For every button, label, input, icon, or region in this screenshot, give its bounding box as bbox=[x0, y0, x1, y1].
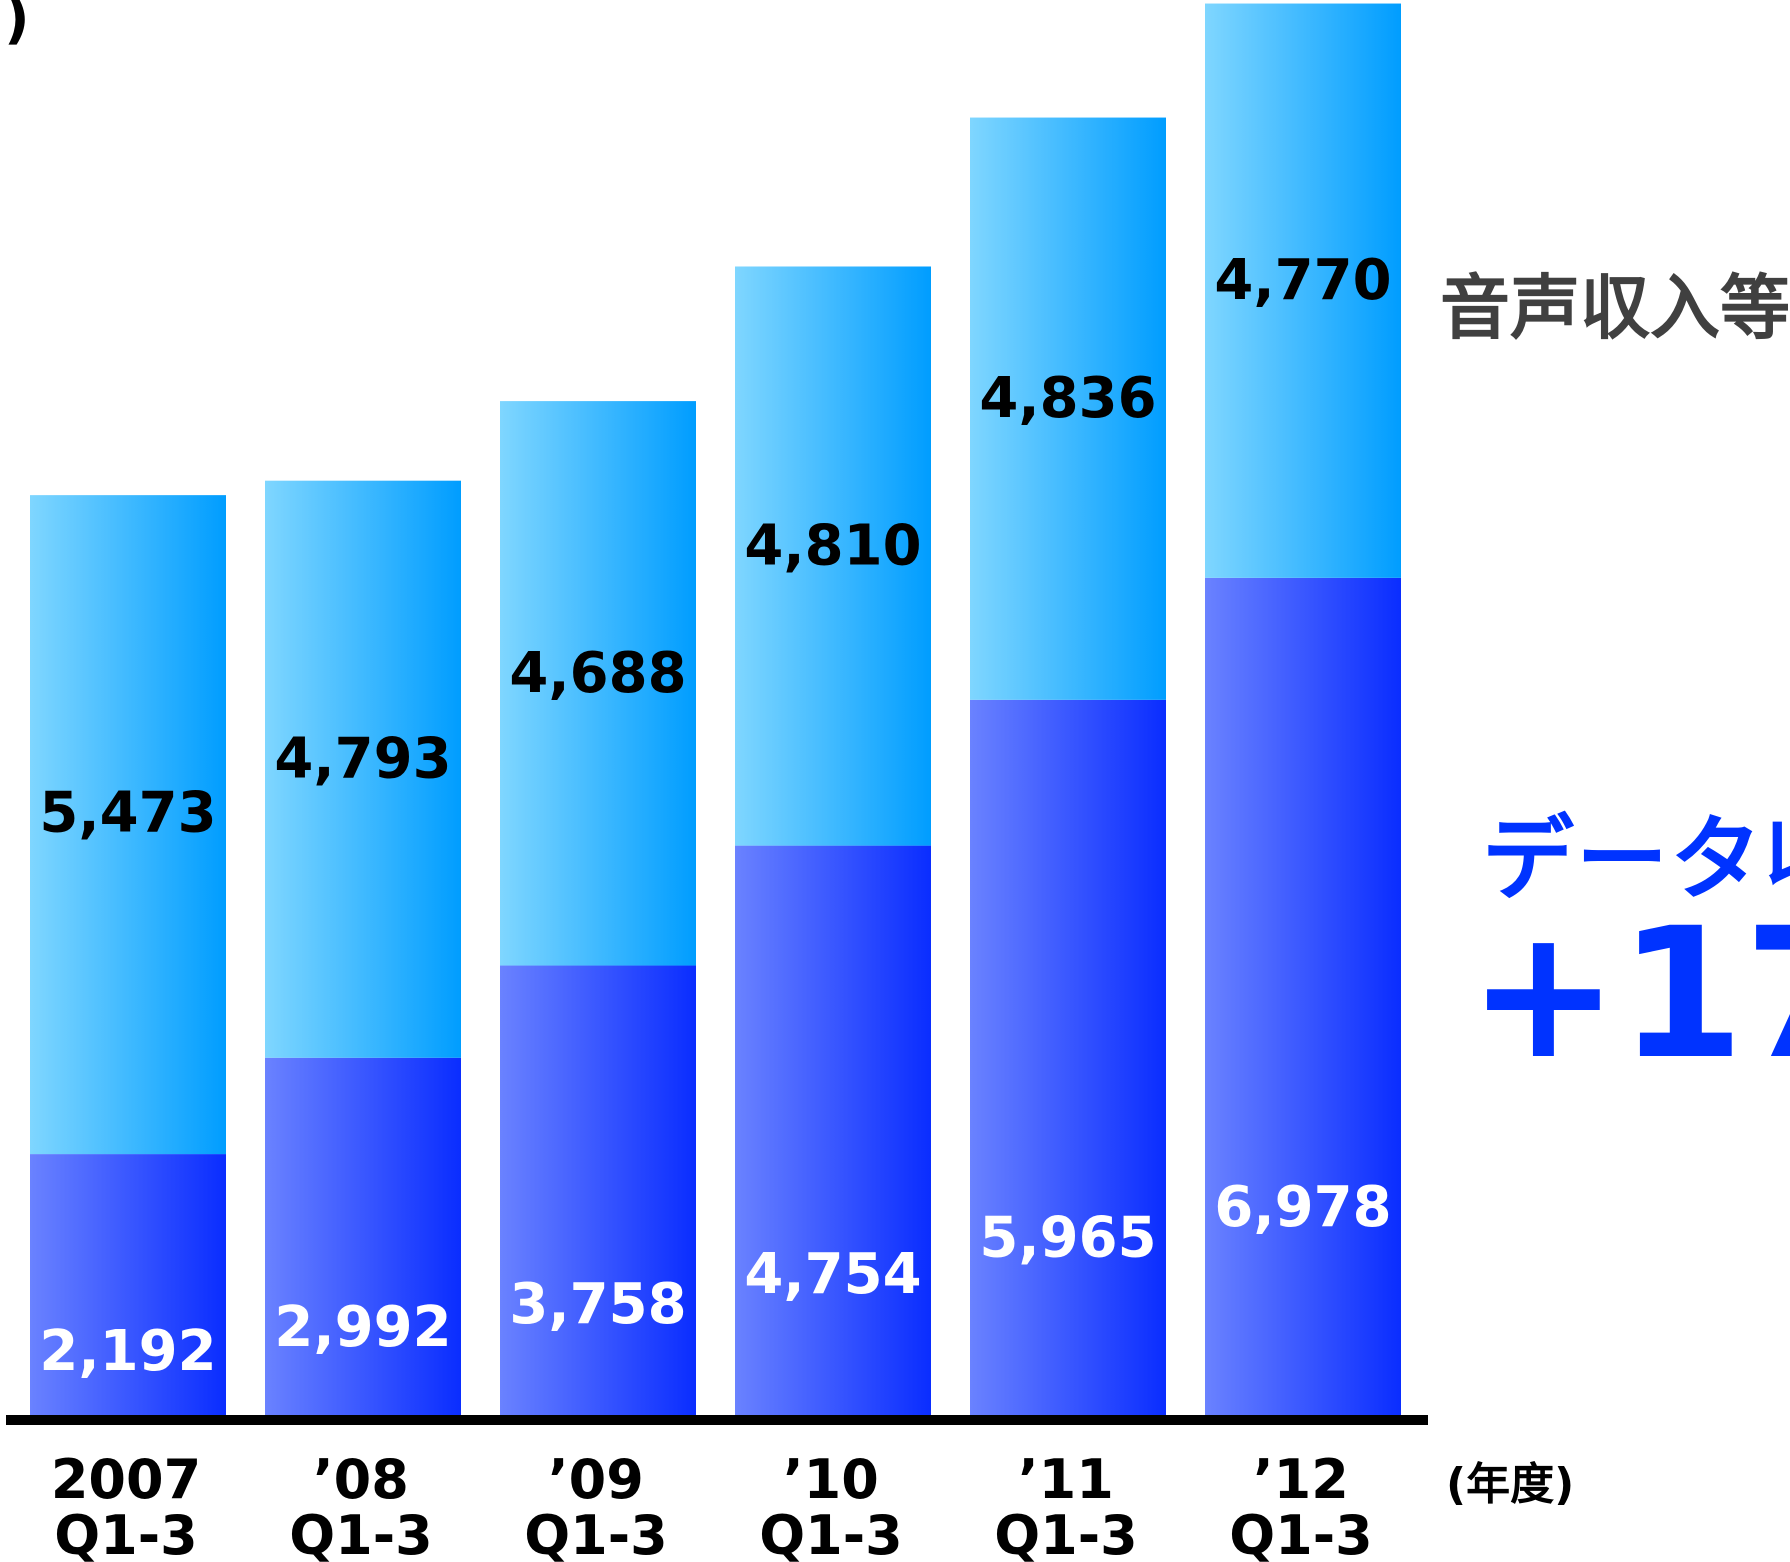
x-axis-unit-label: (年度) bbox=[1446, 1459, 1575, 1510]
bar-segment-s1-c5 bbox=[1205, 3, 1401, 578]
bar-segment-s1-c0 bbox=[30, 495, 226, 1155]
x-tick-label-c4-line1: Q1-3 bbox=[994, 1504, 1137, 1562]
voice-revenue-series-label: 音声収入等 bbox=[1440, 267, 1790, 349]
x-tick-label-c2-line1: Q1-3 bbox=[524, 1504, 667, 1562]
x-tick-label-c5-line0: ’12 bbox=[1253, 1448, 1349, 1511]
bar-segment-s1-c3 bbox=[735, 266, 931, 846]
bar-segment-s0-c0 bbox=[30, 1154, 226, 1418]
data-revenue-growth-fragment: +17 bbox=[1468, 890, 1790, 1099]
x-tick-label-c1-line1: Q1-3 bbox=[289, 1504, 432, 1562]
x-tick-label-c3-line1: Q1-3 bbox=[759, 1504, 902, 1562]
bar-segment-s0-c2 bbox=[500, 965, 696, 1418]
unit-paren-fragment: ) bbox=[4, 0, 30, 51]
data-label-s1-c2: 4,688 bbox=[509, 641, 686, 706]
bar-segment-s0-c4 bbox=[970, 699, 1166, 1418]
bar-segment-s0-c5 bbox=[1205, 577, 1401, 1418]
x-tick-label-c2-line0: ’09 bbox=[548, 1448, 644, 1511]
x-tick-label-c3-line0: ’10 bbox=[783, 1448, 879, 1511]
x-tick-label-c4-line0: ’11 bbox=[1018, 1448, 1114, 1511]
data-revenue-label-fragment: データ収 bbox=[1482, 806, 1790, 913]
data-label-s0-c3: 4,754 bbox=[744, 1242, 921, 1307]
bar-segment-s0-c1 bbox=[265, 1057, 461, 1418]
data-label-s1-c5: 4,770 bbox=[1214, 248, 1391, 313]
bar-segment-s1-c4 bbox=[970, 117, 1166, 700]
data-label-s1-c3: 4,810 bbox=[744, 513, 921, 578]
data-label-s1-c0: 5,473 bbox=[39, 780, 216, 845]
bar-segment-s1-c2 bbox=[500, 401, 696, 966]
data-label-s1-c4: 4,836 bbox=[979, 366, 1156, 431]
data-label-s0-c4: 5,965 bbox=[979, 1205, 1156, 1270]
data-label-s0-c1: 2,992 bbox=[274, 1295, 451, 1360]
data-label-s0-c5: 6,978 bbox=[1214, 1175, 1391, 1240]
x-tick-label-c1-line0: ’08 bbox=[313, 1448, 409, 1511]
x-tick-label-c0-line0: 2007 bbox=[51, 1448, 201, 1511]
bar-segment-s1-c1 bbox=[265, 480, 461, 1058]
bar-segment-s0-c3 bbox=[735, 845, 931, 1418]
x-axis-line bbox=[6, 1415, 1428, 1425]
data-label-s0-c2: 3,758 bbox=[509, 1272, 686, 1337]
data-label-s0-c0: 2,192 bbox=[39, 1319, 216, 1384]
x-tick-label-c0-line1: Q1-3 bbox=[54, 1504, 197, 1562]
x-tick-label-c5-line1: Q1-3 bbox=[1229, 1504, 1372, 1562]
data-label-s1-c1: 4,793 bbox=[274, 727, 451, 792]
